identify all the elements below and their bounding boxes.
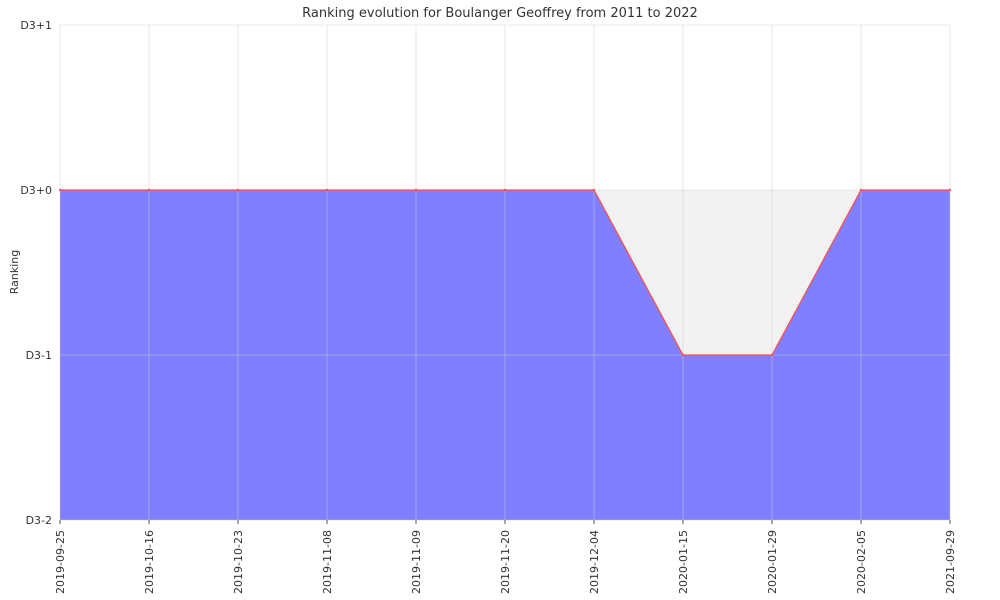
data-point bbox=[770, 353, 774, 357]
data-point bbox=[681, 353, 685, 357]
data-point bbox=[948, 188, 952, 192]
y-tick-label: D3-2 bbox=[26, 514, 52, 527]
data-point bbox=[414, 188, 418, 192]
data-point bbox=[503, 188, 507, 192]
x-tick-label: 2019-09-25 bbox=[54, 530, 67, 594]
y-axis-label: Ranking bbox=[8, 250, 21, 295]
dip-shade-band bbox=[60, 190, 950, 355]
x-tick-label: 2019-11-09 bbox=[410, 530, 423, 594]
x-tick-label: 2019-10-16 bbox=[143, 530, 156, 594]
x-tick-label: 2020-01-29 bbox=[766, 530, 779, 594]
data-point bbox=[859, 188, 863, 192]
data-point bbox=[592, 188, 596, 192]
x-tick-label: 2020-01-15 bbox=[677, 530, 690, 594]
y-tick-label: D3+0 bbox=[20, 184, 52, 197]
data-point bbox=[236, 188, 240, 192]
x-tick-label: 2019-11-20 bbox=[499, 530, 512, 594]
data-point bbox=[325, 188, 329, 192]
x-tick-label: 2019-12-04 bbox=[588, 530, 601, 594]
chart-title: Ranking evolution for Boulanger Geoffrey… bbox=[302, 6, 698, 21]
data-point bbox=[58, 188, 62, 192]
data-point bbox=[147, 188, 151, 192]
x-tick-label: 2019-11-08 bbox=[321, 530, 334, 594]
y-tick-label: D3-1 bbox=[26, 349, 52, 362]
x-tick-label: 2019-10-23 bbox=[232, 530, 245, 594]
x-tick-label: 2020-02-05 bbox=[855, 530, 868, 594]
x-tick-label: 2021-09-29 bbox=[944, 530, 957, 594]
y-tick-label: D3+1 bbox=[20, 19, 52, 32]
